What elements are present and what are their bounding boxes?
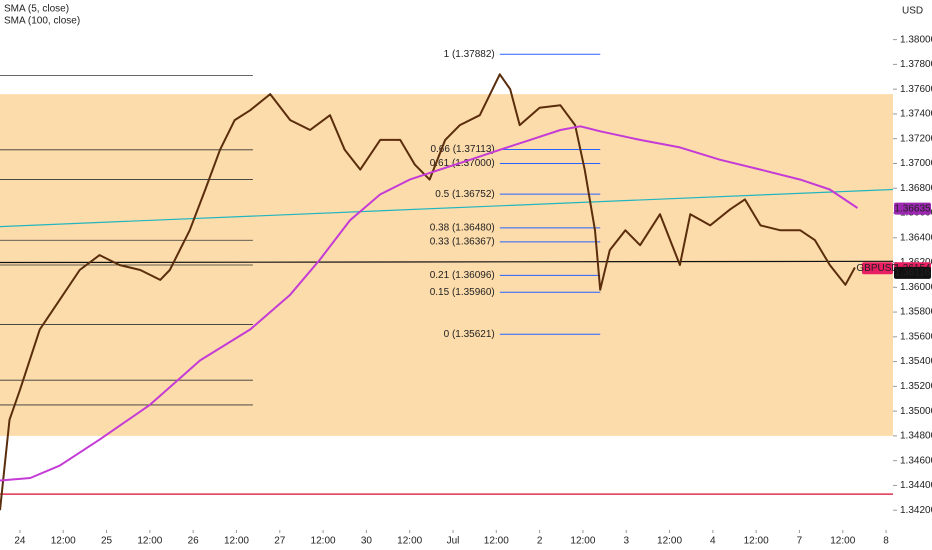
y-tick-label: 1.37800: [900, 59, 932, 70]
symbol-tag: [862, 262, 893, 275]
y-tick-label: 1.37200: [900, 133, 932, 144]
fib-label: 0.33 (1.36367): [430, 236, 495, 247]
fib-label: 0.38 (1.36480): [430, 222, 495, 233]
y-tick-label: 1.36400: [900, 232, 932, 243]
plot-area: 1 (1.37882) 0.66 (1.37113) 0.61 (1.37000) 0…: [0, 49, 893, 511]
fib-label: 0.61 (1.37000): [430, 158, 495, 169]
currency-label: USD: [902, 6, 923, 17]
overlay: USD 1.34200 1.34400 1.34600 1.34800 1.35000 1.…: [4, 4, 932, 547]
x-tick-label: 8: [883, 536, 889, 547]
y-tick-label: 1.35800: [900, 307, 932, 318]
symbol-label: GBPUSD: [856, 263, 898, 274]
x-tick-label: 27: [274, 536, 286, 547]
x-tick-label: 12:00: [484, 536, 509, 547]
trendline: [0, 188, 893, 228]
y-tick-label: 1.34800: [900, 431, 932, 442]
fib-label: 0.21 (1.36096): [430, 270, 495, 281]
series-line: [0, 125, 859, 482]
legend-entry: SMA (100, close): [4, 16, 80, 27]
x-tick-label: 12:00: [830, 536, 855, 547]
x-tick-label: 12:00: [137, 536, 162, 547]
y-tick-label: 1.36800: [900, 183, 932, 194]
y-tick-label: 1.37400: [900, 109, 932, 120]
x-tick-label: 12:00: [570, 536, 595, 547]
x-tick-label: 25: [101, 536, 113, 547]
x-tick-label: 12:00: [51, 536, 76, 547]
y-tick-label: 1.34200: [900, 505, 932, 516]
fib-label: 0.15 (1.35960): [430, 287, 495, 298]
x-tick-label: 2: [537, 536, 543, 547]
y-tick-label: 1.34600: [900, 455, 932, 466]
price-tag: [894, 266, 931, 279]
y-tick-label: 1.35600: [900, 331, 932, 342]
fib-label: 1 (1.37882): [444, 49, 495, 60]
fib-label: 0 (1.35621): [444, 329, 495, 340]
y-tick-label: 1.35000: [900, 406, 932, 417]
x-tick-label: 3: [623, 536, 629, 547]
x-tick-label: 12:00: [657, 536, 682, 547]
x-tick-label: 7: [797, 536, 803, 547]
y-tick-label: 1.35200: [900, 381, 932, 392]
x-tick-label: Jul: [447, 536, 460, 547]
price-tag-label: 1.36116: [895, 268, 931, 279]
fib-label: 0.5 (1.36752): [435, 189, 495, 200]
x-tick-label: 12:00: [224, 536, 249, 547]
x-tick-label: 12:00: [744, 536, 769, 547]
trendline: [0, 260, 893, 264]
y-tick-label: 1.34400: [900, 480, 932, 491]
x-tick-label: 12:00: [397, 536, 422, 547]
x-tick-label: 30: [361, 536, 373, 547]
fib-label: 0.66 (1.37113): [430, 144, 494, 155]
price-tag-label: 1.36635: [894, 203, 931, 214]
y-tick-label: 1.35400: [900, 356, 932, 367]
y-tick-label: 1.37000: [900, 158, 932, 169]
x-tick-label: 26: [188, 536, 200, 547]
x-tick-label: 24: [14, 536, 26, 547]
price-tag: [894, 202, 931, 215]
series-line: [0, 73, 856, 511]
y-tick-label: 1.36000: [900, 282, 932, 293]
x-tick-label: 12:00: [311, 536, 336, 547]
x-tick-label: 4: [710, 536, 716, 547]
y-tick-label: 1.38000: [900, 34, 932, 45]
legend-entry: SMA (5, close): [4, 4, 69, 15]
y-tick-label: 1.37600: [900, 84, 932, 95]
